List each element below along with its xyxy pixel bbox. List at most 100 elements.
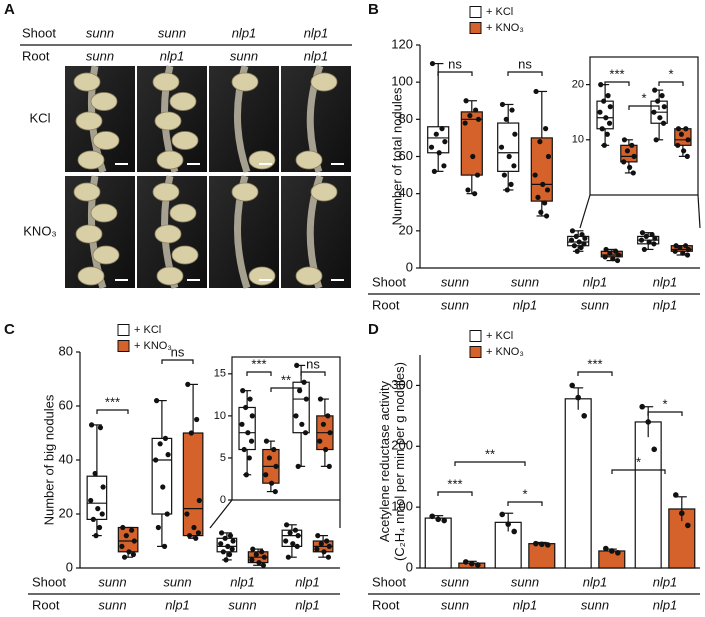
data-point (92, 470, 98, 477)
data-point (630, 170, 636, 176)
data-point (498, 144, 505, 150)
data-point (465, 187, 471, 193)
data-point (184, 511, 190, 517)
data-point (225, 543, 231, 550)
data-point (193, 535, 199, 541)
data-point (681, 148, 687, 154)
data-point (326, 543, 332, 550)
data-point (475, 562, 481, 568)
nodule (77, 150, 105, 170)
y-axis-label: Number of total nodules (389, 87, 404, 226)
data-point (429, 60, 436, 67)
data-point (683, 126, 689, 132)
data-point (325, 413, 331, 419)
significance-bracket (507, 501, 543, 506)
data-point (290, 541, 296, 547)
row-label: Shoot (372, 274, 406, 289)
data-point (601, 142, 607, 148)
data-point (229, 546, 235, 552)
root-label: sunn (230, 48, 258, 63)
data-point (230, 538, 236, 544)
root-label: sunn (228, 597, 256, 612)
y-axis-label: Number of big nodules (41, 394, 56, 525)
data-point (121, 554, 128, 560)
bar (528, 543, 556, 569)
nodule (152, 182, 180, 202)
data-point (126, 549, 132, 555)
significance-bracket (647, 411, 683, 416)
data-point (439, 126, 445, 132)
nodule (295, 266, 323, 286)
data-point (269, 480, 275, 486)
significance-label: ns (306, 356, 320, 371)
significance-bracket (577, 371, 613, 376)
data-point (96, 524, 103, 531)
significance-bracket (507, 71, 543, 76)
data-point (603, 115, 609, 121)
nodule (171, 245, 199, 265)
significance-label: * (636, 454, 641, 469)
data-point (273, 463, 279, 469)
data-point (614, 257, 621, 264)
data-point (429, 513, 436, 520)
significance-bracket (161, 359, 194, 364)
data-point (88, 422, 95, 428)
root-label: sunn (581, 597, 609, 612)
root-label: nlp1 (653, 297, 678, 312)
data-point (120, 524, 126, 531)
treatment-label: KNO₃ (23, 223, 56, 238)
data-point (302, 430, 309, 436)
data-point (326, 463, 332, 469)
y-tick-label: 20 (399, 222, 413, 237)
data-point (569, 228, 576, 234)
significance-bracket (437, 71, 473, 76)
shoot-label: nlp1 (653, 574, 678, 589)
box (182, 432, 204, 537)
data-point (294, 543, 300, 550)
data-point (631, 153, 637, 159)
data-point (226, 551, 233, 558)
data-point (327, 430, 333, 436)
row-label: Root (372, 297, 400, 312)
inset-y-tick-label: 15 (214, 368, 226, 380)
data-point (239, 421, 245, 427)
data-point (272, 488, 278, 495)
shoot-label: nlp1 (230, 574, 255, 589)
legend-label: + KNO₃ (486, 22, 524, 34)
significance-label: * (668, 66, 673, 81)
nodule (156, 150, 184, 170)
data-point (573, 233, 579, 240)
data-point (303, 396, 309, 402)
data-point (90, 516, 96, 523)
data-point (153, 457, 159, 463)
data-point (285, 554, 291, 560)
data-point (685, 137, 691, 143)
data-point (191, 524, 197, 531)
data-point (240, 388, 246, 394)
root-label: nlp1 (513, 297, 538, 312)
row-label: Root (32, 597, 60, 612)
significance-label: ns (171, 344, 185, 359)
nodule (90, 203, 118, 223)
data-point (223, 557, 229, 563)
data-point (506, 153, 512, 160)
data-point (93, 533, 99, 539)
data-point (685, 522, 691, 529)
significance-label: ns (518, 56, 532, 71)
data-point (545, 153, 552, 160)
shoot-label: nlp1 (583, 574, 608, 589)
data-point (88, 497, 94, 504)
data-point (499, 511, 506, 518)
data-point (266, 455, 273, 461)
data-point (543, 213, 550, 219)
data-point (165, 452, 171, 458)
nodule (295, 150, 323, 170)
data-point (607, 104, 613, 110)
data-point (123, 533, 129, 539)
data-point (433, 131, 439, 137)
legend-label: + KCl (486, 330, 513, 342)
inset-y-tick-label: 10 (572, 134, 584, 146)
significance-label: *** (105, 394, 120, 409)
data-point (325, 554, 332, 560)
